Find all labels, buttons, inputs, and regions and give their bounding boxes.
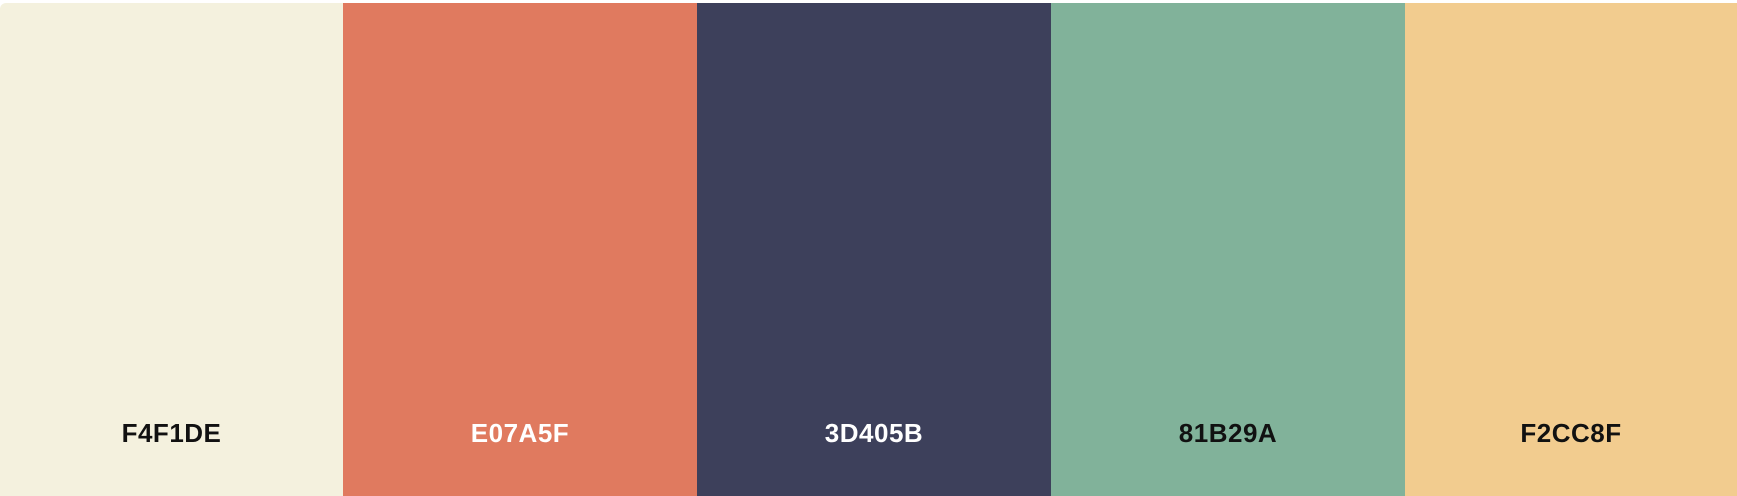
color-swatch-1[interactable]: F4F1DE — [0, 3, 343, 496]
hex-code-label[interactable]: E07A5F — [470, 418, 570, 448]
hex-code-label[interactable]: 3D405B — [824, 418, 924, 448]
hex-code-label[interactable]: F2CC8F — [1520, 418, 1622, 448]
color-palette: F4F1DE E07A5F 3D405B 81B29A F2CC8F — [0, 3, 1737, 496]
color-swatch-5[interactable]: F2CC8F — [1405, 3, 1737, 496]
color-swatch-2[interactable]: E07A5F — [343, 3, 697, 496]
hex-code-label[interactable]: F4F1DE — [121, 418, 222, 448]
color-swatch-3[interactable]: 3D405B — [697, 3, 1051, 496]
color-swatch-4[interactable]: 81B29A — [1051, 3, 1405, 496]
hex-code-label[interactable]: 81B29A — [1178, 418, 1278, 448]
